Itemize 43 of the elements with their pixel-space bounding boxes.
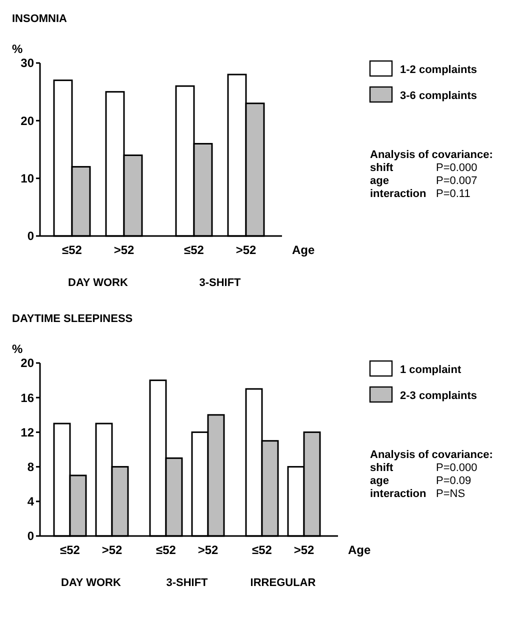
y-tick-label: 16 xyxy=(20,390,34,405)
x-tick-label: >52 xyxy=(294,543,314,557)
y-tick-label: 20 xyxy=(20,114,34,128)
text: age P=0.007 xyxy=(370,175,478,187)
text: DAY WORK xyxy=(68,277,128,289)
text: shift P=0.000 xyxy=(370,462,478,474)
text: interaction P=NS xyxy=(370,488,466,500)
chart-title: DAYTIME SLEEPINESS xyxy=(12,313,133,325)
x-tick-label: >52 xyxy=(102,543,122,557)
x-tick-label: ≤52 xyxy=(62,243,82,257)
legend-label: 2-3 complaints xyxy=(400,390,478,402)
y-axis-title: % xyxy=(12,342,23,356)
text: IRREGULAR xyxy=(250,577,316,589)
x-tick-label: ≤52 xyxy=(156,543,176,557)
text: interaction P=0.11 xyxy=(370,188,470,200)
text: Analysis of covariance: xyxy=(370,449,493,461)
y-axis-title: % xyxy=(12,42,23,56)
x-axis-title: Age xyxy=(348,543,371,557)
text: DAY WORK xyxy=(61,577,121,589)
x-tick-label: ≤52 xyxy=(184,243,204,257)
text: shift P=0.000 xyxy=(370,162,478,174)
y-tick-label: 30 xyxy=(20,56,34,70)
y-tick-label: 8 xyxy=(27,460,34,474)
y-tick-label: 0 xyxy=(27,229,34,244)
y-tick-label: 4 xyxy=(27,494,34,509)
x-tick-label: >52 xyxy=(198,543,218,557)
text: 3-SHIFT xyxy=(166,577,208,589)
y-tick-label: 10 xyxy=(20,172,34,186)
legend-label: 3-6 complaints xyxy=(400,90,478,102)
legend-label: 1-2 complaints xyxy=(400,64,478,76)
y-tick-label: 12 xyxy=(20,425,34,440)
y-tick-label: 20 xyxy=(20,356,34,370)
text: age P=0.09 xyxy=(370,475,472,487)
text: 3-SHIFT xyxy=(199,277,242,289)
x-tick-label: >52 xyxy=(114,243,134,257)
text: Analysis of covariance: xyxy=(370,149,493,161)
x-tick-label: >52 xyxy=(236,243,256,257)
legend-label: 1 complaint xyxy=(400,364,462,376)
chart-title: INSOMNIA xyxy=(12,13,68,25)
x-tick-label: ≤52 xyxy=(252,543,272,557)
x-axis-title: Age xyxy=(292,243,315,257)
y-tick-label: 0 xyxy=(27,529,34,544)
x-tick-label: ≤52 xyxy=(60,543,80,557)
